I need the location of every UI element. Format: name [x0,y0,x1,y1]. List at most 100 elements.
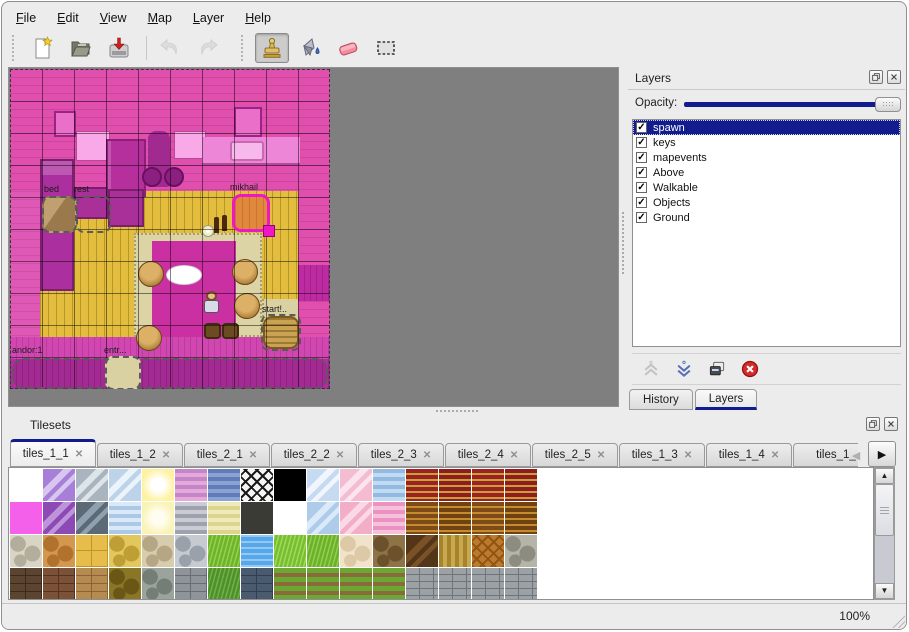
map-object-bed[interactable] [42,196,77,233]
layer-row-spawn[interactable]: ✓ spawn [633,120,900,135]
tileset-tab-tiles_1_1[interactable]: tiles_1_1 ✕ [10,439,96,467]
menu-file[interactable]: File [16,11,37,25]
tileset-tile[interactable] [76,568,108,599]
tileset-tile[interactable] [373,502,405,534]
close-tab-icon[interactable]: ✕ [161,449,171,461]
layer-row-ground[interactable]: ✓ Ground [633,210,900,225]
tileset-tile[interactable] [241,469,273,501]
float-panel-icon[interactable] [866,417,880,431]
tileset-tile[interactable] [208,502,240,534]
menu-layer[interactable]: Layer [192,11,225,25]
tileset-tile[interactable] [10,502,42,534]
tileset-tab-tiles_1_[interactable]: tiles_1_ [793,443,858,467]
tileset-tile[interactable] [406,568,438,599]
dock-tab-history[interactable]: History [629,389,693,410]
tileset-tile[interactable] [43,469,75,501]
layer-visibility-checkbox[interactable]: ✓ [636,152,647,163]
close-tab-icon[interactable]: ✕ [596,449,606,461]
tileset-tile[interactable] [10,535,42,567]
tileset-tile[interactable] [307,469,339,501]
layer-visibility-checkbox[interactable]: ✓ [636,212,647,223]
scrollbar-thumb[interactable] [875,484,894,536]
tileset-tile[interactable] [472,502,504,534]
tileset-tile[interactable] [274,568,306,599]
delete-layer-button[interactable] [736,356,764,382]
layer-row-objects[interactable]: ✓ Objects [633,195,900,210]
map-object-rest[interactable] [76,196,111,233]
tileset-tile[interactable] [241,568,273,599]
horizontal-splitter[interactable] [8,408,619,415]
close-tab-icon[interactable]: ✕ [509,449,519,461]
layer-row-walkable[interactable]: ✓ Walkable [633,180,900,195]
lower-layer-button[interactable] [670,356,698,382]
tileset-tile[interactable] [307,568,339,599]
close-tab-icon[interactable]: ✕ [335,449,345,461]
tileset-scrollbar[interactable]: ▲ ▼ [874,467,895,600]
tileset-tile[interactable] [472,535,504,567]
tileset-tile[interactable] [439,535,471,567]
menu-edit[interactable]: Edit [57,11,79,25]
layer-visibility-checkbox[interactable]: ✓ [636,137,647,148]
duplicate-layer-button[interactable] [703,356,731,382]
tileset-tile[interactable] [76,469,108,501]
tileset-tab-tiles_2_1[interactable]: tiles_2_1 ✕ [184,443,270,467]
tileset-tile[interactable] [208,469,240,501]
tileset-tile[interactable] [142,502,174,534]
save-button[interactable] [102,33,136,63]
layer-visibility-checkbox[interactable]: ✓ [636,182,647,193]
layer-visibility-checkbox[interactable]: ✓ [636,197,647,208]
tileset-tile[interactable] [43,568,75,599]
layer-visibility-checkbox[interactable]: ✓ [636,122,647,133]
tileset-tile[interactable] [307,535,339,567]
tileset-tile[interactable] [109,568,141,599]
tileset-tile[interactable] [208,568,240,599]
tileset-tile[interactable] [142,535,174,567]
float-panel-icon[interactable] [869,70,883,84]
menu-view[interactable]: View [99,11,127,25]
tileset-tile[interactable] [406,502,438,534]
map-object-mikhail-selected[interactable] [232,194,275,237]
tileset-tile[interactable] [505,502,537,534]
tileset-tile[interactable] [10,568,42,599]
tileset-tile[interactable] [340,568,372,599]
tileset-tile[interactable] [439,568,471,599]
close-tab-icon[interactable]: ✕ [770,449,780,461]
dock-tab-layers[interactable]: Layers [694,389,758,410]
tileset-tile[interactable] [241,535,273,567]
close-panel-icon[interactable] [884,417,898,431]
tileset-tile[interactable] [439,469,471,501]
tileset-tile[interactable] [472,568,504,599]
scroll-up-icon[interactable]: ▲ [875,468,894,484]
tileset-tile[interactable] [274,502,306,534]
map-object-andor[interactable] [12,358,328,389]
tileset-tile[interactable] [505,469,537,501]
tileset-tile[interactable] [241,502,273,534]
object-resize-handle[interactable] [263,225,275,237]
toolbar-drag-handle[interactable] [241,35,248,61]
eraser-button[interactable] [331,33,365,63]
scroll-down-icon[interactable]: ▼ [875,583,894,599]
tileset-tab-tiles_1_2[interactable]: tiles_1_2 ✕ [97,443,183,467]
open-button[interactable] [64,33,98,63]
tileset-tile[interactable] [43,502,75,534]
tileset-tab-tiles_1_3[interactable]: tiles_1_3 ✕ [619,443,705,467]
tileset-tile[interactable] [76,502,108,534]
new-map-button[interactable] [26,33,60,63]
tileset-tile[interactable] [175,469,207,501]
tileset-tile[interactable] [307,502,339,534]
tileset-tile[interactable] [505,535,537,567]
tab-scroll-right-icon[interactable]: ▶ [868,441,896,467]
raise-layer-button[interactable] [637,356,665,382]
layer-visibility-checkbox[interactable]: ✓ [636,167,647,178]
tileset-tile[interactable] [175,568,207,599]
tileset-tab-tiles_2_4[interactable]: tiles_2_4 ✕ [445,443,531,467]
tileset-tile[interactable] [43,535,75,567]
tileset-tile[interactable] [373,469,405,501]
close-panel-icon[interactable] [887,70,901,84]
menu-map[interactable]: Map [147,11,172,25]
tileset-tab-tiles_2_3[interactable]: tiles_2_3 ✕ [358,443,444,467]
toolbar-drag-handle[interactable] [12,35,19,61]
tileset-tile[interactable] [175,535,207,567]
stamp-brush-button[interactable] [255,33,289,63]
rectangular-select-button[interactable] [369,33,403,63]
